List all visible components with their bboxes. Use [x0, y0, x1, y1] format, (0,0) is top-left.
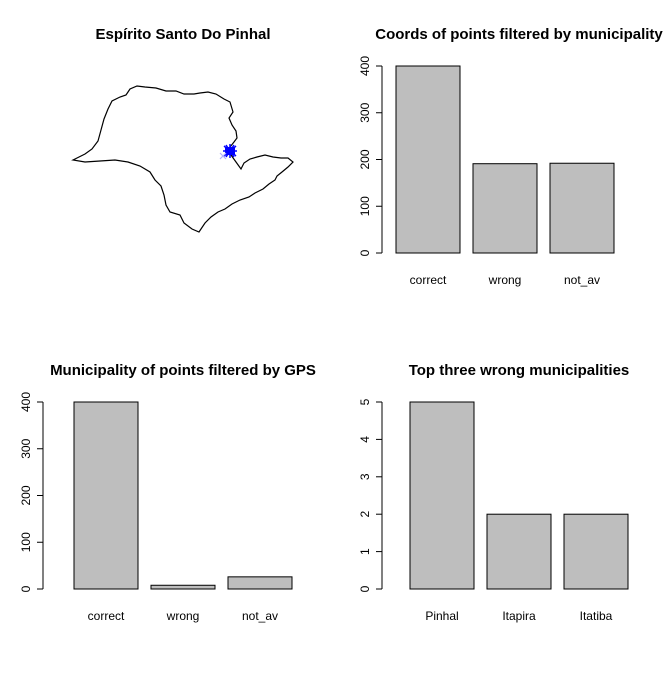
- y-tick-label: 200: [358, 149, 372, 169]
- bar-wrong: [150, 584, 216, 590]
- map-title: Espírito Santo Do Pinhal: [95, 26, 270, 43]
- bar-chart-coords: Coords of points filtered by municipalit…: [358, 26, 663, 287]
- category-label: correct: [410, 273, 447, 287]
- bar-wrong: [472, 163, 538, 254]
- gps-points-cluster: [223, 144, 237, 158]
- y-tick-label: 300: [19, 438, 33, 458]
- chart-title: Top three wrong municipalities: [409, 362, 630, 379]
- category-label: Itapira: [502, 609, 536, 623]
- bar-Pinhal: [409, 401, 475, 590]
- category-label: Itatiba: [580, 609, 613, 623]
- outlier-point: [219, 152, 227, 160]
- bar-chart-municipality: Municipality of points filtered by GPS 0…: [19, 362, 316, 623]
- y-tick-label: 100: [358, 196, 372, 216]
- y-tick-label: 0: [358, 249, 372, 256]
- bar-correct: [73, 401, 139, 590]
- bar-Itatiba: [563, 513, 629, 590]
- chart-title: Coords of points filtered by municipalit…: [375, 26, 663, 43]
- bar-correct: [395, 65, 461, 254]
- category-label: wrong: [488, 273, 522, 287]
- y-tick-label: 1: [358, 548, 372, 555]
- state-outline: [71, 85, 294, 233]
- category-label: not_av: [242, 609, 278, 623]
- category-label: wrong: [166, 609, 200, 623]
- y-tick-label: 0: [19, 585, 33, 592]
- y-tick-label: 4: [358, 436, 372, 443]
- chart-title: Municipality of points filtered by GPS: [50, 362, 316, 379]
- y-tick-label: 5: [358, 398, 372, 405]
- y-tick-label: 3: [358, 473, 372, 480]
- bar-chart-top-wrong: Top three wrong municipalities 0 1 2 3 4 5 Pi…: [358, 362, 629, 623]
- map-panel: Espírito Santo Do Pinhal: [71, 26, 294, 233]
- category-label: Pinhal: [425, 609, 458, 623]
- bar-not_av: [549, 162, 615, 254]
- y-tick-label: 400: [19, 392, 33, 412]
- y-tick-label: 0: [358, 585, 372, 592]
- category-label: not_av: [564, 273, 600, 287]
- category-label: correct: [88, 609, 125, 623]
- bar-not_av: [227, 576, 293, 590]
- bar-Itapira: [486, 513, 552, 590]
- y-tick-label: 2: [358, 511, 372, 518]
- y-tick-label: 100: [19, 532, 33, 552]
- y-tick-label: 400: [358, 56, 372, 76]
- y-tick-label: 300: [358, 102, 372, 122]
- y-tick-label: 200: [19, 485, 33, 505]
